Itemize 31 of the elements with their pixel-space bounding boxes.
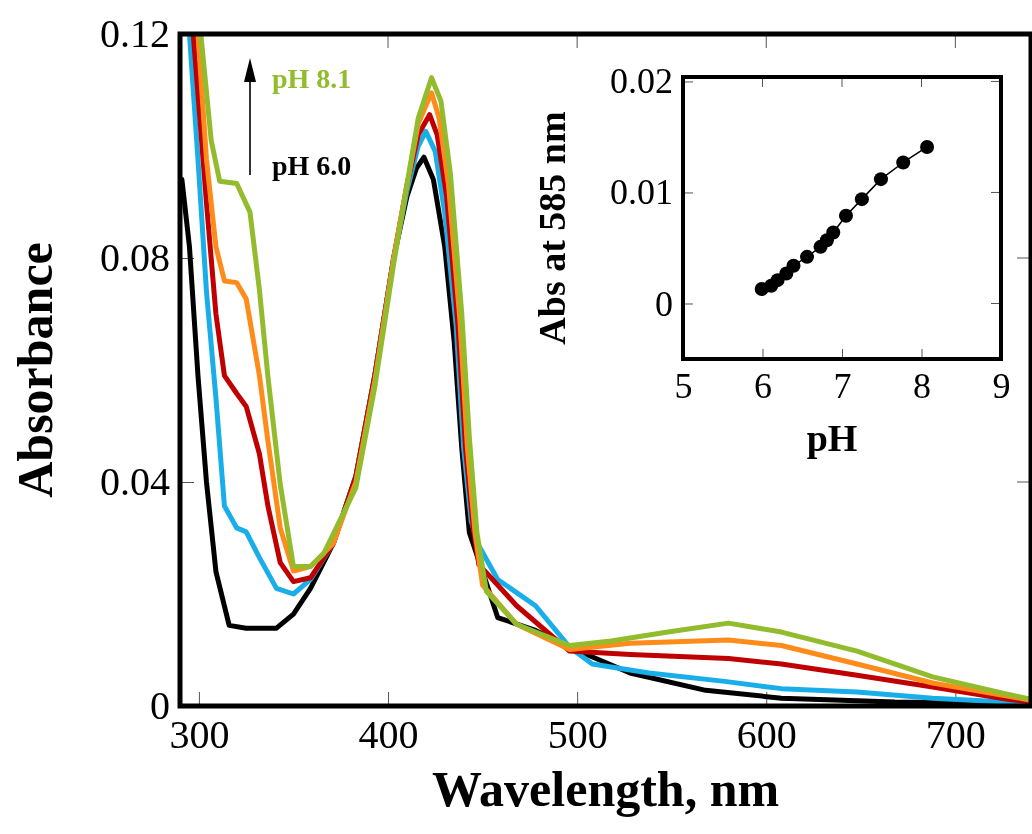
x-tick-label: 400 <box>358 712 419 757</box>
point <box>854 192 869 207</box>
x-tick-label: 6 <box>754 365 772 406</box>
point <box>826 225 841 240</box>
text: pH 6.0 <box>272 150 352 181</box>
x-tick-label: 700 <box>925 712 986 757</box>
y-axis-title: Absorbance <box>7 242 63 498</box>
x-tick-label: 300 <box>169 712 230 757</box>
y-tick-label: 0.02 <box>610 61 673 102</box>
point <box>896 155 911 170</box>
y-tick-label: 0.04 <box>100 459 170 505</box>
x-tick-label: 7 <box>833 365 852 406</box>
point <box>873 172 888 187</box>
x-tick-label: 600 <box>736 712 797 757</box>
point <box>800 249 815 264</box>
x-tick-label: 8 <box>913 365 931 406</box>
y-tick-label: 0.08 <box>100 235 170 281</box>
text: pH 8.1 <box>272 63 352 94</box>
y-tick-label: 0 <box>655 283 673 324</box>
point <box>786 258 801 273</box>
y-tick-label: 0 <box>150 683 170 729</box>
y-tick-label: 0.01 <box>610 172 673 213</box>
x-tick-label: 5 <box>674 365 693 406</box>
y-axis-title: Abs at 585 nm <box>531 111 573 345</box>
x-tick-label: 9 <box>992 365 1011 406</box>
x-axis-title: Wavelength, nm <box>431 761 780 817</box>
y-tick-label: 0.12 <box>100 11 170 57</box>
x-axis-title: pH <box>806 417 858 459</box>
point <box>838 208 853 223</box>
point <box>920 139 935 154</box>
x-tick-label: 500 <box>547 712 608 757</box>
